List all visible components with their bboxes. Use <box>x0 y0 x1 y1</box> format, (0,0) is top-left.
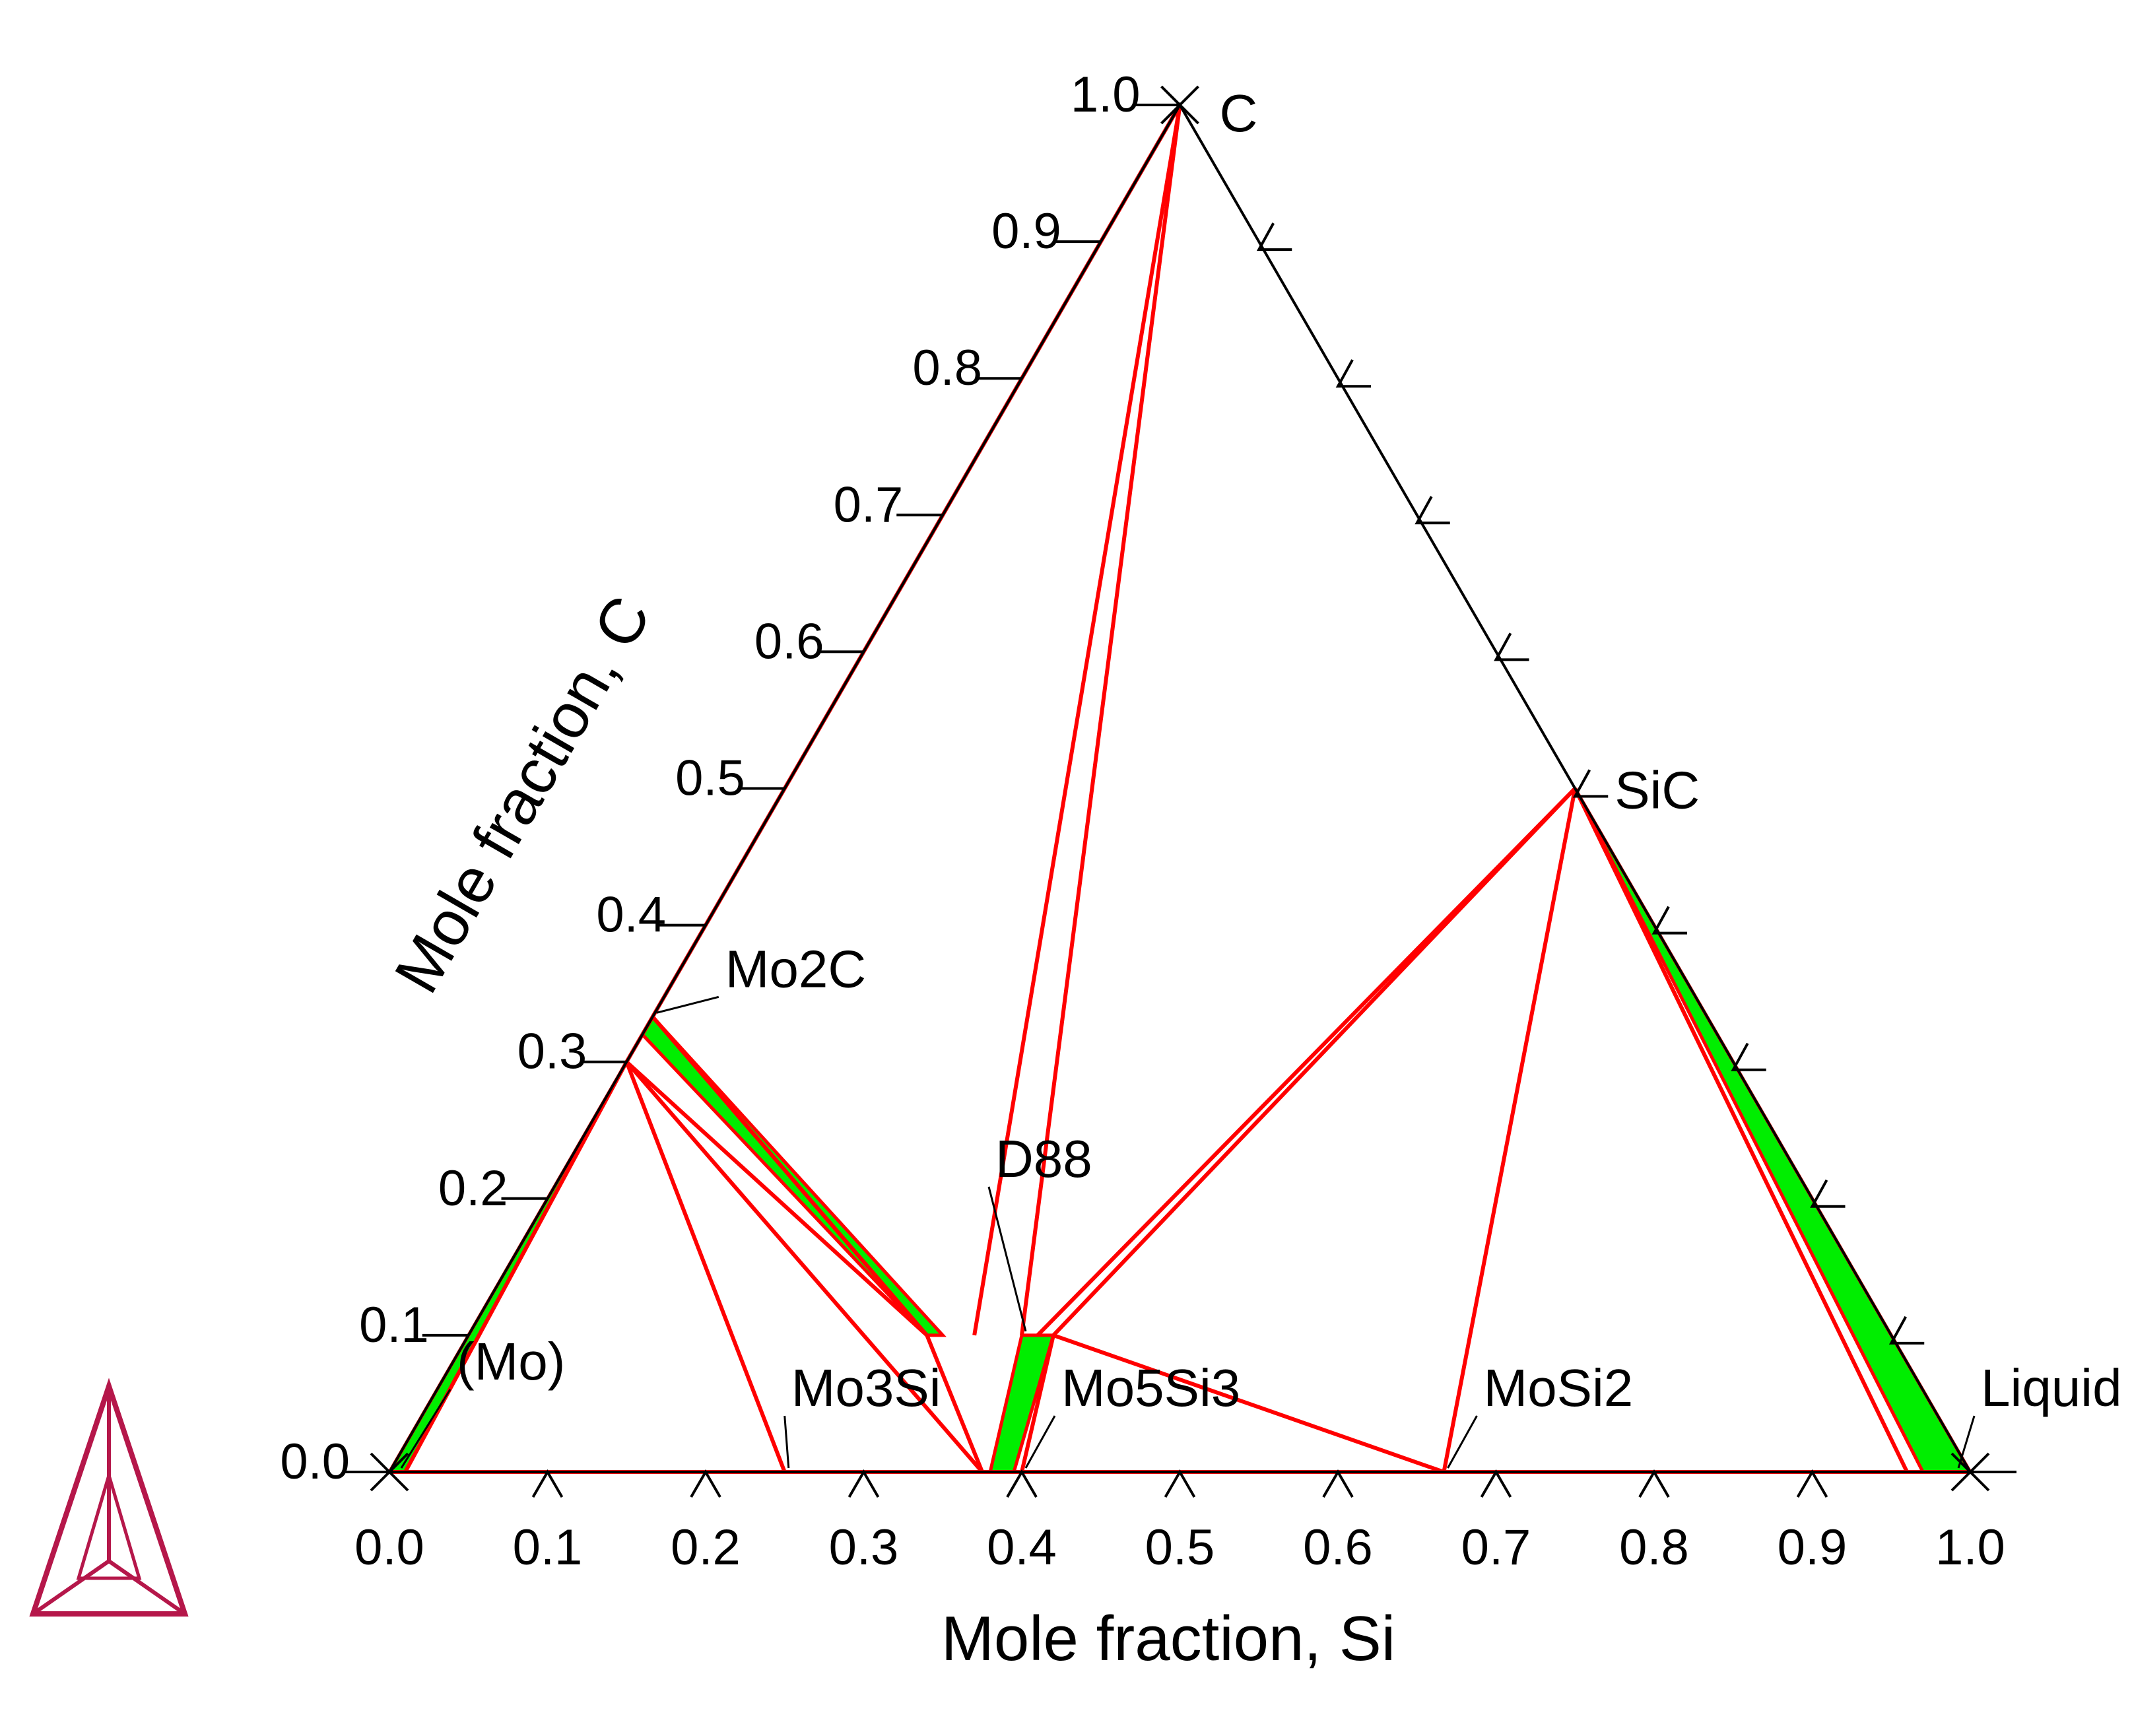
x-tick-3 <box>848 1469 880 1498</box>
two-phase-region-2 <box>987 1333 1056 1474</box>
phase-label-mo2c: Mo2C <box>725 939 866 998</box>
x-tick-label-9: 0.9 <box>1778 1519 1848 1576</box>
phase-label-mosi2: MoSi2 <box>1483 1358 1633 1417</box>
leader-line-6 <box>1024 1415 1056 1469</box>
right-tick-1 <box>1888 1316 1925 1345</box>
tick-labels: 0.0 0.1 0.2 0.3 0.4 0.5 0.6 0.7 0.8 0.9 1.0 0.0 0.1 0… <box>280 67 2005 1576</box>
right-tick-2 <box>1810 1179 1846 1208</box>
x-tick-label-5: 0.5 <box>1145 1519 1215 1576</box>
two-phase-region-1 <box>640 1014 947 1337</box>
x-tick-4 <box>1006 1469 1038 1498</box>
tie-line-10 <box>625 1060 929 1337</box>
phase-label-sic: SiC <box>1615 761 1700 820</box>
leader-line-7 <box>1447 1415 1478 1469</box>
phase-labels: C SiC Mo2C D88 (Mo) Mo3Si Mo5Si3 MoSi2 Liquid <box>400 84 2122 1469</box>
x-tick-label-7: 0.7 <box>1461 1519 1531 1576</box>
right-tick-7 <box>1415 496 1450 525</box>
y-tick-label-8: 0.8 <box>912 340 982 396</box>
phase-label-c: C <box>1220 84 1258 143</box>
x-tick-9 <box>1796 1469 1828 1498</box>
right-tick-5 <box>1572 769 1609 798</box>
x-tick-label-2: 0.2 <box>671 1519 741 1576</box>
y-tick-label-9: 0.9 <box>991 203 1061 259</box>
phase-label-d88: D88 <box>995 1129 1092 1188</box>
phase-label-mo: (Mo) <box>457 1332 565 1391</box>
phase-label-mo3si: Mo3Si <box>791 1358 941 1417</box>
tie-line-4 <box>1036 787 1577 1337</box>
tie-line-5 <box>1442 787 1578 1473</box>
y-tick-label-7: 0.7 <box>834 477 904 533</box>
tie-line-7 <box>651 1015 929 1337</box>
y-tick-label-2: 0.2 <box>438 1160 508 1217</box>
y-tick-label-1: 0.1 <box>359 1297 429 1353</box>
x-tick-label-10: 1.0 <box>1935 1519 2005 1576</box>
x-tick-label-1: 0.1 <box>513 1519 583 1576</box>
right-tick-8 <box>1335 359 1371 388</box>
leader-line-4 <box>400 1389 451 1469</box>
right-tick-6 <box>1494 632 1529 661</box>
x-tick-8 <box>1638 1469 1670 1498</box>
tie-line-13 <box>1052 1333 1445 1474</box>
tie-line-0 <box>972 104 1182 1336</box>
right-tick-4 <box>1651 906 1687 935</box>
leader-line-5 <box>783 1415 790 1469</box>
x-tick-1 <box>531 1469 564 1498</box>
x-tick-label-8: 0.8 <box>1619 1519 1689 1576</box>
thermo-calc-logo-icon <box>29 1378 189 1617</box>
tie-line-1 <box>1020 104 1182 1336</box>
tie-line-9 <box>624 1060 984 1473</box>
leader-line-3 <box>987 1186 1027 1332</box>
tie-lines <box>389 104 1970 1474</box>
tie-line-8 <box>624 1061 787 1473</box>
x-axis-title: Mole fraction, Si <box>941 1603 1395 1674</box>
leader-line-2 <box>656 995 719 1014</box>
tie-line-12 <box>403 1061 628 1473</box>
x-tick-label-6: 0.6 <box>1303 1519 1373 1576</box>
x-tick-5 <box>1164 1469 1196 1498</box>
leader-line-8 <box>1957 1415 1976 1469</box>
y-tick-label-0: 0.0 <box>280 1434 350 1490</box>
right-tick-3 <box>1731 1042 1766 1071</box>
tie-line-6 <box>1573 787 1909 1473</box>
right-tick-9 <box>1256 222 1292 251</box>
y-tick-label-3: 0.3 <box>517 1024 587 1080</box>
x-tick-label-0: 0.0 <box>354 1519 424 1576</box>
y-tick-label-10: 1.0 <box>1071 67 1141 123</box>
x-tick-label-4: 0.4 <box>987 1519 1057 1576</box>
triangle-frame <box>370 85 1990 1492</box>
tie-line-14 <box>925 1334 984 1473</box>
y-tick-label-6: 0.6 <box>754 613 824 669</box>
frame-outline <box>387 102 1973 1473</box>
y-tick-label-5: 0.5 <box>675 751 745 807</box>
x-tick-6 <box>1322 1469 1354 1498</box>
x-tick-7 <box>1480 1469 1512 1498</box>
x-tick-2 <box>690 1469 721 1498</box>
y-tick-label-4: 0.4 <box>596 887 666 943</box>
phase-label-mo5si3: Mo5Si3 <box>1061 1358 1240 1417</box>
tick-marks <box>343 104 2016 1498</box>
phase-label-liquid: Liquid <box>1981 1358 2122 1417</box>
tie-line-15 <box>1020 1335 1055 1473</box>
x-tick-label-3: 0.3 <box>829 1519 899 1576</box>
